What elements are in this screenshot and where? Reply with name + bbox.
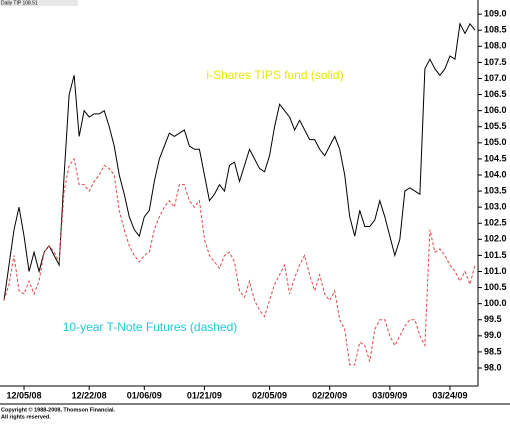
y-tick-label: 102.0 — [484, 234, 507, 244]
y-tick-label: 105.5 — [484, 121, 507, 131]
y-tick-label: 99.0 — [484, 330, 502, 340]
y-tick-label: 104.5 — [484, 153, 507, 163]
y-tick-label: 99.5 — [484, 314, 502, 324]
y-tick-label: 101.5 — [484, 250, 507, 260]
x-tick-label: 03/09/09 — [372, 390, 407, 400]
y-tick-label: 98.5 — [484, 346, 502, 356]
y-tick-label: 107.5 — [484, 57, 507, 67]
annotation: 10-year T-Note Futures (dashed) — [63, 320, 238, 334]
y-tick-label: 106.5 — [484, 89, 507, 99]
x-tick-label: 02/20/09 — [312, 390, 347, 400]
y-tick-label: 100.5 — [484, 282, 507, 292]
y-tick-label: 104.0 — [484, 169, 507, 179]
line-series — [3, 22, 476, 301]
y-tick-label: 108.5 — [484, 25, 507, 35]
copyright: All rights reserved. — [1, 414, 51, 420]
header-bar — [0, 0, 78, 6]
x-tick-label: 03/24/09 — [432, 390, 467, 400]
y-tick-label: 106.0 — [484, 105, 507, 115]
y-tick-label: 98.0 — [484, 362, 502, 372]
y-tick-label: 108.0 — [484, 41, 507, 51]
y-tick-label: 107.0 — [484, 73, 507, 83]
header: Daily TIP 108.51 — [1, 0, 38, 6]
x-tick-label: 01/21/09 — [187, 390, 222, 400]
y-tick-label: 101.0 — [484, 266, 507, 276]
y-tick-label: 100.0 — [484, 298, 507, 308]
x-tick-label: 12/22/08 — [72, 390, 107, 400]
x-tick-label: 02/05/09 — [252, 390, 287, 400]
y-tick-label: 102.5 — [484, 218, 507, 228]
x-tick-label: 01/06/09 — [127, 390, 162, 400]
y-tick-label: 103.5 — [484, 185, 507, 195]
line-series — [3, 157, 476, 366]
y-tick-label: 109.0 — [484, 9, 507, 19]
copyright: Copyright © 1988-2008, Thomson Financial… — [1, 406, 116, 413]
annotation: i-Shares TIPS fund (solid) — [206, 68, 343, 82]
y-tick-label: 103.0 — [484, 202, 507, 212]
x-tick-label: 12/05/08 — [7, 390, 42, 400]
y-tick-label: 105.0 — [484, 137, 507, 147]
